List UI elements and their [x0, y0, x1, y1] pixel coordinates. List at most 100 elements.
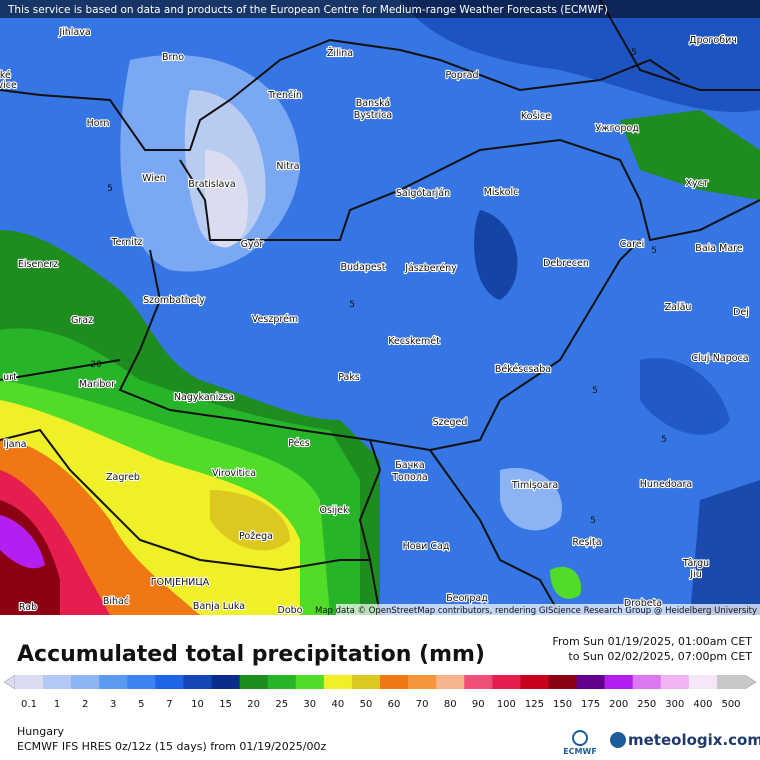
- city-label: Veszprém: [252, 314, 298, 325]
- model-info: ECMWF IFS HRES 0z/12z (15 days) from 01/…: [17, 740, 327, 753]
- contour-label: 5: [349, 300, 355, 310]
- city-label: Kecskemét: [388, 336, 440, 347]
- legend-label: 250: [637, 699, 656, 710]
- city-label: Rab: [19, 602, 37, 613]
- color-swatch: [43, 675, 72, 689]
- city-label: Ternitz: [110, 237, 142, 248]
- city-label: Bystrica: [354, 110, 392, 121]
- color-swatch: [323, 675, 353, 689]
- city-label: Nitra: [276, 161, 299, 172]
- color-swatch: [576, 675, 606, 689]
- city-label: Nagykanizsa: [174, 392, 234, 403]
- city-label: Banja Luka: [193, 601, 245, 612]
- color-swatch: [380, 675, 409, 689]
- city-label: Bihać: [103, 596, 129, 607]
- legend-label: 30: [303, 699, 316, 710]
- notice: This service is based on data and produc…: [7, 4, 608, 16]
- legend-label: 150: [553, 699, 572, 710]
- legend-label: 25: [275, 699, 288, 710]
- city-label: Хуст: [686, 178, 709, 189]
- attribution-bg: [336, 604, 760, 616]
- legend-label: 7: [166, 699, 172, 710]
- city-label: Београд: [446, 593, 488, 604]
- bar-arrow-left: [3, 674, 16, 690]
- city-label: Požega: [239, 531, 273, 542]
- city-label: Бачка: [395, 460, 425, 471]
- legend-label: 5: [138, 699, 144, 710]
- legend-label: 125: [525, 699, 544, 710]
- color-swatch: [688, 675, 718, 689]
- color-swatch: [99, 675, 128, 689]
- city-label: Топола: [391, 472, 428, 483]
- city-label: Ужгород: [595, 123, 639, 134]
- color-swatch: [492, 675, 521, 689]
- city-label: Virovitica: [212, 468, 256, 479]
- legend-label: 10: [191, 699, 204, 710]
- city-label: ГОМЈЕНИЦА: [151, 577, 210, 588]
- city-label: Žilina: [327, 47, 353, 59]
- legend-label: 20: [247, 699, 260, 710]
- brand-icon: [610, 732, 626, 748]
- city-label: Hunedoara: [640, 479, 692, 490]
- legend-label: 90: [472, 699, 485, 710]
- city-label: Târgu: [682, 558, 709, 569]
- city-label: Dobo: [278, 605, 303, 616]
- legend-label: 80: [444, 699, 457, 710]
- city-label: Drobeta: [624, 598, 662, 609]
- attribution: Map data © OpenStreetMap contributors, r…: [315, 606, 757, 616]
- city-label: Horn: [87, 118, 110, 129]
- color-swatch: [127, 675, 156, 689]
- city-label: Košice: [521, 111, 551, 122]
- color-swatch: [632, 675, 662, 689]
- city-label: Maribor: [79, 379, 115, 390]
- date-from: From Sun 01/19/2025, 01:00am CET: [552, 635, 752, 648]
- color-swatch: [267, 675, 297, 689]
- contour-label: 20: [90, 360, 102, 370]
- city-label: Baia Mare: [695, 243, 743, 254]
- borders: [0, 0, 760, 615]
- legend-label: 1: [54, 699, 60, 710]
- city-label: Reșița: [572, 537, 601, 548]
- city-label: eské: [0, 70, 11, 81]
- legend-label: 300: [665, 699, 684, 710]
- legend-label: 100: [497, 699, 516, 710]
- legend-label: 70: [416, 699, 429, 710]
- notice-bar: [0, 0, 760, 18]
- city-label: Paks: [338, 372, 360, 383]
- city-label: Debrecen: [543, 258, 589, 269]
- city-label: Győr: [241, 239, 264, 250]
- color-swatch: [520, 675, 549, 689]
- color-swatch: [239, 675, 269, 689]
- color-swatch: [716, 675, 746, 689]
- city-label: Jászberény: [404, 263, 457, 274]
- city-label: Dej: [733, 307, 749, 318]
- city-label: Wien: [142, 173, 166, 184]
- contour-label: 5: [661, 435, 667, 445]
- brand: meteologix.com: [628, 731, 760, 749]
- legend-label: 50: [360, 699, 373, 710]
- color-swatch: [604, 675, 634, 689]
- city-label: Bratislava: [188, 179, 235, 190]
- city-label: Timișoara: [511, 480, 558, 491]
- city-label: urt: [3, 372, 17, 383]
- legend-label: 15: [219, 699, 232, 710]
- city-label: Нови Сад: [403, 541, 450, 552]
- color-swatch: [436, 675, 465, 689]
- color-swatch: [408, 675, 437, 689]
- city-label: ljana: [4, 439, 27, 450]
- legend-label: 60: [388, 699, 401, 710]
- city-label: Jihlava: [58, 27, 90, 38]
- legend-label: 3: [110, 699, 116, 710]
- date-to: to Sun 02/02/2025, 07:00pm CET: [568, 650, 752, 663]
- color-swatch: [183, 675, 213, 689]
- city-label: Cluj-Napoca: [691, 353, 748, 364]
- city-label: Budapest: [341, 262, 386, 273]
- color-swatch: [295, 675, 325, 689]
- city-label: Szombathely: [143, 295, 205, 306]
- city-label: Zagreb: [106, 472, 140, 483]
- city-label: Graz: [71, 315, 93, 326]
- city-label: Salgótarján: [396, 188, 450, 199]
- color-swatch: [351, 675, 381, 689]
- city-label: Дрогобич: [689, 35, 737, 46]
